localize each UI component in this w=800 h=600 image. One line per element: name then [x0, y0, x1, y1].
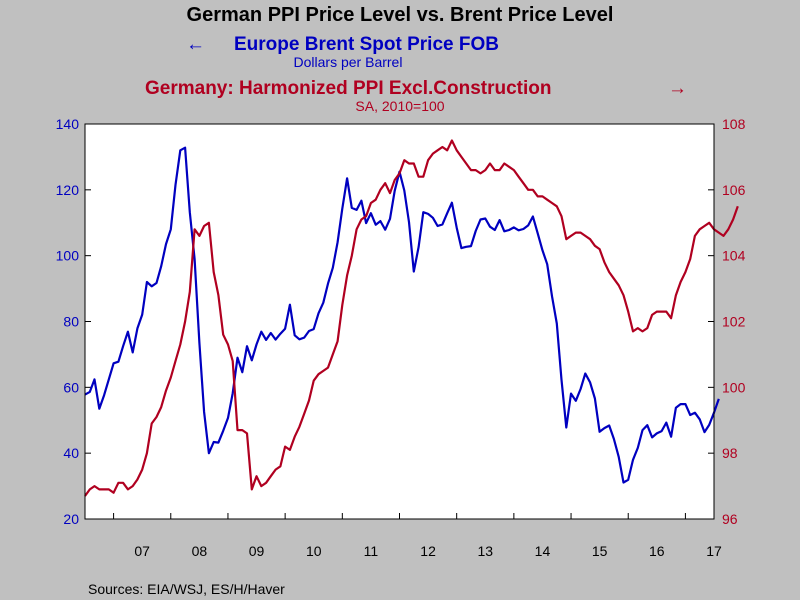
x-tick-label: 17 [706, 543, 722, 559]
plot-frame [84, 123, 715, 520]
x-tick-label: 11 [364, 543, 379, 559]
legend-ppi-arrow: → [668, 78, 687, 99]
right-tick-label: 106 [722, 182, 746, 198]
left-tick-label: 140 [56, 116, 80, 132]
right-tick-label: 102 [722, 314, 746, 330]
left-tick-label: 100 [56, 248, 80, 264]
chart-title: German PPI Price Level vs. Brent Price L… [187, 4, 614, 26]
series-line-ppi [84, 139, 739, 497]
left-tick-label: 40 [63, 445, 79, 461]
x-tick-label: 10 [306, 543, 322, 559]
plot-area [85, 124, 714, 519]
left-tick-label: 60 [63, 379, 79, 395]
x-tick-label: 07 [134, 543, 150, 559]
x-tick-label: 09 [249, 543, 265, 559]
right-tick-label: 100 [722, 379, 746, 395]
source-note: Sources: EIA/WSJ, ES/H/Haver [88, 581, 285, 597]
series-layer [84, 139, 739, 497]
right-tick-label: 104 [722, 248, 746, 264]
right-tick-label: 108 [722, 116, 746, 132]
x-tick-label: 16 [649, 543, 665, 559]
x-tick-label: 08 [192, 543, 208, 559]
left-y-axis: 20 40 60 80 100 120 140 [56, 116, 91, 527]
legend-ppi-unit: SA, 2010=100 [355, 98, 444, 114]
left-tick-label: 80 [63, 314, 79, 330]
right-tick-label: 96 [722, 511, 738, 527]
left-tick-label: 20 [63, 511, 79, 527]
legend-ppi-name: Germany: Harmonized PPI Excl.Constructio… [145, 78, 551, 99]
x-tick-label: 13 [477, 543, 493, 559]
legend-brent-arrow: ← [186, 34, 205, 55]
legend-brent-name: Europe Brent Spot Price FOB [234, 34, 499, 55]
x-tick-label: 15 [592, 543, 608, 559]
right-y-axis: 96 98 100 102 104 106 108 [708, 116, 746, 527]
x-axis: 07 08 09 10 11 12 13 14 15 16 17 [113, 513, 722, 559]
x-tick-label: 14 [535, 543, 551, 559]
x-tick-label: 12 [420, 543, 436, 559]
right-tick-label: 98 [722, 445, 738, 461]
left-tick-label: 120 [56, 182, 80, 198]
series-line-brent [84, 146, 720, 484]
legend-brent-unit: Dollars per Barrel [294, 54, 403, 70]
